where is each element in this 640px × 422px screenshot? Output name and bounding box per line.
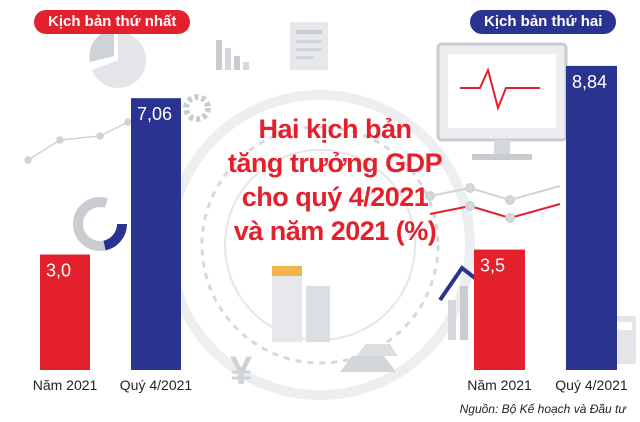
- category-label-2-1: Năm 2021: [467, 377, 532, 393]
- bar-2-1: [474, 249, 525, 370]
- svg-text:¥: ¥: [230, 349, 253, 393]
- pie-icon: [89, 30, 147, 88]
- bar-chart-scenario-2: 3,5 Năm 2021 8,84 Quý 4/2021: [467, 65, 628, 393]
- gear-icon: [183, 94, 211, 122]
- bar-value-label-1-2: 7,06: [137, 104, 172, 124]
- title-line-2: tăng trưởng GDP: [227, 148, 443, 178]
- title-line-3: cho quý 4/2021: [241, 182, 429, 212]
- document-icon: [290, 22, 328, 70]
- network-nodes-icon: [24, 118, 132, 164]
- gold-bars-icon: [340, 344, 398, 372]
- bar-value-label-2-2: 8,84: [572, 72, 607, 92]
- bar-value-label-2-1: 3,5: [480, 256, 505, 276]
- scenario-2-badge: Kịch bản thứ hai: [470, 10, 617, 34]
- bar-value-label-1-1: 3,0: [46, 261, 71, 281]
- title-line-4: và năm 2021 (%): [233, 216, 437, 246]
- network-lines-icon: [425, 183, 561, 223]
- monitor-icon: [436, 42, 568, 160]
- bar-chart-scenario-1: 3,0 Năm 2021 7,06 Quý 4/2021: [33, 98, 193, 393]
- building-blocks-icon: [272, 266, 330, 342]
- yen-icon: ¥: [230, 349, 253, 393]
- charts-layer: 3,0 Năm 2021 7,06 Quý 4/2021 3,5 Năm 2021 8,84…: [33, 65, 628, 393]
- category-label-1-2: Quý 4/2021: [120, 377, 193, 393]
- scenario-1-badge: Kịch bản thứ nhất: [34, 10, 191, 34]
- category-label-1-1: Năm 2021: [33, 377, 98, 393]
- bar-1-2: [131, 98, 181, 370]
- source-note: Nguồn: Bộ Kế hoạch và Đầu tư: [459, 402, 626, 416]
- bar-1-1: [40, 254, 90, 370]
- bar-2-2: [566, 65, 617, 371]
- category-label-2-2: Quý 4/2021: [555, 377, 628, 393]
- infographic-title: Hai kịch bản tăng trưởng GDP cho quý 4/2…: [210, 112, 460, 248]
- title-line-1: Hai kịch bản: [258, 114, 412, 144]
- ring-chart-icon: [73, 197, 127, 251]
- mini-bars-icon: [216, 40, 249, 70]
